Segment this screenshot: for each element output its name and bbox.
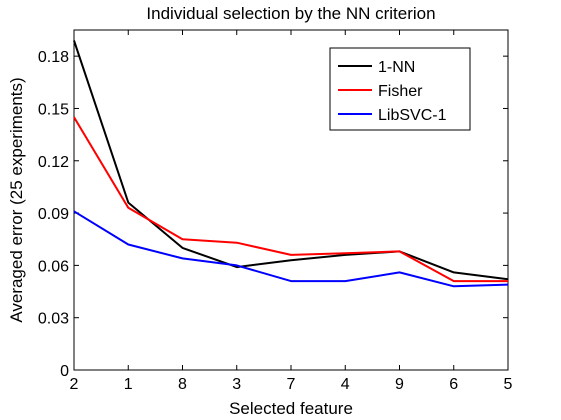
- x-axis-label: Selected feature: [229, 399, 353, 418]
- legend: 1-NN Fisher LibSVC-1: [329, 47, 471, 131]
- x-tick-label: 8: [178, 376, 187, 393]
- x-tick-label: 6: [449, 376, 458, 393]
- y-axis-label: Averaged error (25 experiments): [7, 77, 26, 322]
- series-line-fisher: [73, 116, 508, 283]
- x-tick-label: 7: [287, 376, 296, 393]
- y-tick-label: 0.15: [38, 101, 69, 118]
- series-line-libsvc-1: [73, 210, 509, 288]
- y-tick-label: 0.06: [38, 258, 69, 275]
- y-tick-label: 0.12: [38, 154, 69, 171]
- series-lines: [73, 40, 509, 288]
- x-tick-label: 4: [341, 376, 350, 393]
- y-tick-label: 0.09: [38, 206, 69, 223]
- y-axis: 0 0.03 0.06 0.09 0.12 0.15 0.18: [38, 49, 508, 380]
- x-tick-label: 5: [504, 376, 513, 393]
- y-tick-label: 0.18: [38, 49, 69, 66]
- legend-label: Fisher: [378, 83, 423, 100]
- x-tick-label: 3: [232, 376, 241, 393]
- x-tick-label: 9: [395, 376, 404, 393]
- x-tick-label: 1: [124, 376, 133, 393]
- x-axis: 2 1 8 3 7 4 9 6 5: [70, 30, 513, 393]
- chart-title: Individual selection by the NN criterion: [146, 4, 435, 23]
- y-tick-label: 0.03: [38, 311, 69, 328]
- y-tick-label: 0: [60, 363, 69, 380]
- legend-label: 1-NN: [378, 59, 415, 76]
- x-tick-label: 2: [70, 376, 79, 393]
- legend-label: LibSVC-1: [378, 107, 447, 124]
